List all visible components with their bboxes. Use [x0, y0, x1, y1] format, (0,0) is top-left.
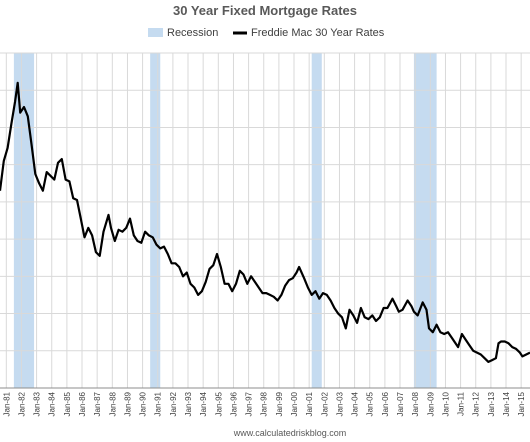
x-tick-label: Jan-84	[48, 391, 57, 416]
x-tick-label: Jan-07	[396, 391, 405, 416]
recession-band-4	[311, 53, 322, 388]
x-tick-label: Jan-99	[275, 391, 284, 416]
recession-bands	[13, 53, 437, 388]
x-tick-label: Jan-09	[426, 391, 435, 416]
x-tick-label: Jan-88	[108, 391, 117, 416]
vertical-gridlines	[5, 53, 522, 388]
x-tick-label: Jan-14	[502, 391, 511, 416]
legend-label-rates: Freddie Mac 30 Year Rates	[251, 27, 385, 39]
x-tick-label: Jan-11	[457, 391, 466, 415]
chart-title: 30 Year Fixed Mortgage Rates	[173, 3, 357, 18]
x-tick-label: Jan-08	[411, 391, 420, 416]
legend: Recession Freddie Mac 30 Year Rates	[148, 27, 385, 39]
recession-band-2	[13, 53, 35, 388]
x-tick-label: Jan-00	[290, 391, 299, 416]
x-tick-label: Jan-83	[33, 391, 42, 416]
x-tick-label: Jan-95	[214, 391, 223, 416]
x-tick-label: Jan-05	[366, 391, 375, 416]
x-tick-label: Jan-12	[472, 391, 481, 416]
recession-band-5	[413, 53, 437, 388]
x-tick-label: Jan-10	[441, 391, 450, 416]
x-tick-label: Jan-93	[184, 391, 193, 416]
x-tick-label: Jan-06	[381, 391, 390, 416]
plot-area: Jan-81 Jan-82 Jan-83 Jan-84 Jan-85 Jan-86 Jan-…	[0, 52, 530, 416]
series-line-freddie-mac-30-year-rates	[0, 81, 530, 363]
x-tick-label: Jan-02	[320, 391, 329, 416]
x-tick-label: Jan-97	[245, 391, 254, 416]
x-tick-label: Jan-86	[78, 391, 87, 416]
legend-swatch-recession	[148, 28, 163, 37]
recession-band-3	[150, 53, 161, 388]
x-tick-label: Jan-98	[260, 391, 269, 416]
x-tick-label: Jan-89	[123, 391, 132, 416]
x-tick-label: Jan-96	[229, 391, 238, 416]
x-tick-label: Jan-85	[63, 391, 72, 416]
x-axis-tick-labels: Jan-81 Jan-82 Jan-83 Jan-84 Jan-85 Jan-86 Jan-…	[2, 391, 526, 416]
x-tick-label: Jan-04	[351, 391, 360, 416]
x-tick-label: Jan-94	[199, 391, 208, 416]
x-tick-label: Jan-91	[154, 391, 163, 416]
x-tick-label: Jan-87	[93, 391, 102, 416]
x-tick-label: Jan-92	[169, 391, 178, 416]
x-tick-label: Jan-03	[335, 391, 344, 416]
x-tick-label: Jan-90	[139, 391, 148, 416]
legend-label-recession: Recession	[167, 27, 218, 39]
x-tick-label: Jan-81	[2, 391, 11, 416]
x-tick-label: Jan-15	[517, 391, 526, 416]
x-tick-label: Jan-01	[305, 391, 314, 416]
source-credit: www.calculatedriskblog.com	[233, 428, 347, 438]
x-tick-label: Jan-13	[487, 391, 496, 416]
x-tick-label: Jan-82	[17, 391, 26, 416]
